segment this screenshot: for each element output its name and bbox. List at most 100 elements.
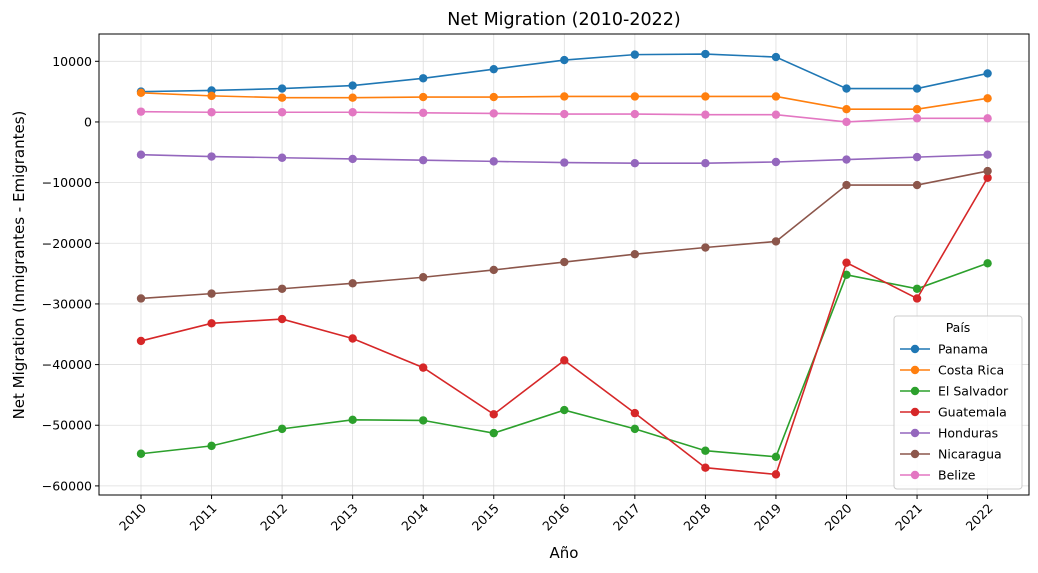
data-point-belize bbox=[419, 108, 428, 118]
data-point-el-salvador bbox=[983, 259, 992, 268]
data-point-belize bbox=[489, 109, 498, 118]
legend-item-guatemala: Guatemala bbox=[900, 405, 1007, 420]
data-point-honduras bbox=[136, 150, 146, 159]
legend-swatch-marker bbox=[910, 365, 920, 375]
data-point-el-salvador bbox=[912, 284, 922, 293]
data-point-nicaragua bbox=[912, 180, 922, 190]
y-tick-label: −30000 bbox=[42, 296, 92, 311]
series-lines bbox=[136, 49, 992, 479]
data-point-costa-rica bbox=[912, 105, 922, 114]
y-tick-label: −60000 bbox=[42, 478, 92, 493]
data-point-belize bbox=[771, 110, 781, 119]
data-point-belize bbox=[701, 110, 710, 119]
data-point-costa-rica bbox=[136, 88, 146, 98]
data-point-guatemala bbox=[489, 410, 498, 419]
data-point-honduras bbox=[771, 157, 781, 167]
legend-label: Costa Rica bbox=[938, 363, 1004, 378]
data-point-nicaragua bbox=[277, 284, 287, 293]
data-point-el-salvador bbox=[771, 452, 781, 461]
data-point-panama bbox=[419, 74, 428, 83]
y-tick-label: −20000 bbox=[42, 236, 92, 251]
data-point-costa-rica bbox=[983, 94, 992, 103]
legend-box bbox=[893, 315, 1023, 490]
data-point-costa-rica bbox=[489, 92, 498, 102]
data-point-belize bbox=[630, 109, 640, 119]
legend-swatch-marker bbox=[910, 386, 920, 396]
data-point-panama bbox=[348, 81, 357, 90]
series-nicaragua bbox=[136, 166, 992, 303]
x-tick-label: 2013 bbox=[328, 501, 361, 534]
legend-item-panama: Panama bbox=[900, 342, 988, 357]
data-point-belize bbox=[348, 108, 357, 117]
legend-item-costa-rica: Costa Rica bbox=[900, 363, 1004, 378]
series-el-salvador bbox=[136, 259, 992, 461]
data-point-nicaragua bbox=[701, 243, 710, 252]
data-point-honduras bbox=[489, 157, 498, 166]
y-axis-label: Net Migration (Inmigrantes - Emigrantes) bbox=[10, 111, 28, 420]
data-point-costa-rica bbox=[560, 92, 569, 101]
y-tick-label: −40000 bbox=[42, 357, 92, 372]
x-tick-label: 2018 bbox=[680, 500, 713, 533]
data-point-belize bbox=[277, 108, 287, 117]
series-guatemala bbox=[136, 173, 992, 479]
x-tick-label: 2020 bbox=[822, 500, 855, 533]
data-point-guatemala bbox=[136, 336, 146, 346]
legend-item-belize: Belize bbox=[900, 468, 976, 483]
data-point-guatemala bbox=[771, 470, 781, 479]
data-point-nicaragua bbox=[983, 166, 992, 176]
data-point-panama bbox=[701, 49, 710, 59]
data-point-panama bbox=[489, 64, 498, 74]
data-point-nicaragua bbox=[842, 180, 851, 190]
data-point-belize bbox=[983, 114, 992, 123]
data-point-el-salvador bbox=[842, 270, 851, 280]
data-point-nicaragua bbox=[136, 294, 146, 303]
data-point-guatemala bbox=[912, 294, 922, 303]
series-belize bbox=[136, 107, 992, 127]
data-point-honduras bbox=[912, 152, 922, 162]
data-point-honduras bbox=[207, 152, 216, 161]
data-point-costa-rica bbox=[771, 92, 781, 101]
x-tick-label: 2010 bbox=[116, 500, 149, 533]
data-point-belize bbox=[136, 107, 146, 116]
legend-label: Honduras bbox=[938, 426, 998, 441]
data-point-costa-rica bbox=[419, 92, 428, 102]
legend: País Panama Costa Rica El Salvador Guatemala… bbox=[893, 315, 1023, 490]
data-point-guatemala bbox=[419, 363, 428, 372]
data-point-guatemala bbox=[277, 314, 287, 324]
y-tick-label: 10000 bbox=[52, 54, 92, 69]
legend-swatch-marker bbox=[910, 344, 920, 354]
data-point-guatemala bbox=[207, 319, 216, 328]
series-honduras bbox=[136, 150, 992, 168]
data-point-belize bbox=[912, 114, 922, 123]
data-point-nicaragua bbox=[630, 249, 640, 259]
y-tick-label: −50000 bbox=[42, 418, 92, 433]
legend-label: Panama bbox=[938, 342, 988, 357]
data-point-honduras bbox=[560, 158, 569, 167]
legend-item-nicaragua: Nicaragua bbox=[900, 447, 1002, 462]
data-point-honduras bbox=[419, 155, 428, 165]
legend-label: El Salvador bbox=[938, 384, 1009, 399]
data-point-honduras bbox=[842, 155, 851, 164]
data-point-guatemala bbox=[842, 258, 851, 267]
data-point-nicaragua bbox=[419, 273, 428, 282]
data-point-panama bbox=[560, 55, 569, 65]
data-point-costa-rica bbox=[277, 93, 287, 102]
legend-swatch-marker bbox=[910, 407, 920, 417]
x-tick-label: 2019 bbox=[751, 500, 784, 533]
data-point-guatemala bbox=[560, 356, 569, 365]
data-point-guatemala bbox=[983, 173, 992, 182]
legend-label: Guatemala bbox=[938, 405, 1007, 420]
legend-label: Nicaragua bbox=[938, 447, 1002, 462]
data-point-panama bbox=[842, 84, 851, 93]
x-tick-label: 2014 bbox=[398, 500, 431, 533]
data-point-costa-rica bbox=[842, 105, 851, 114]
data-point-el-salvador bbox=[560, 405, 569, 415]
data-point-el-salvador bbox=[419, 416, 428, 425]
series-costa-rica bbox=[136, 88, 992, 114]
x-tick-label: 2017 bbox=[610, 501, 643, 534]
data-point-el-salvador bbox=[489, 428, 498, 438]
x-tick-label: 2011 bbox=[187, 501, 220, 534]
x-tick-label: 2016 bbox=[539, 500, 572, 533]
x-tick-label: 2012 bbox=[257, 501, 290, 534]
chart-title: Net Migration (2010-2022) bbox=[447, 10, 680, 30]
